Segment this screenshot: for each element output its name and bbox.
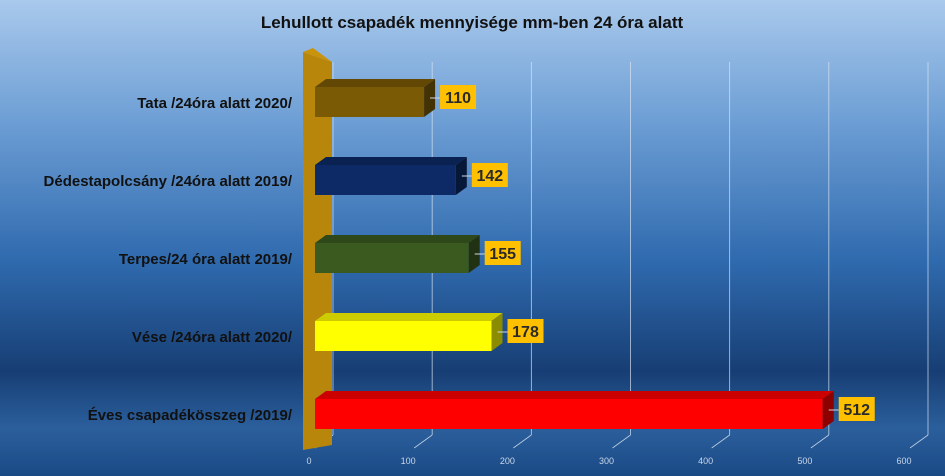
bar-top-face: [315, 391, 834, 399]
chart-title: Lehullott csapadék mennyisége mm-ben 24 …: [261, 13, 684, 32]
data-label: 155: [489, 246, 516, 263]
bar: [315, 313, 503, 351]
bar-front-face: [315, 87, 425, 117]
gridline-floor: [711, 434, 730, 449]
data-label-box: [440, 85, 477, 109]
data-label-box: [471, 163, 508, 187]
bars: [315, 79, 834, 429]
x-tick-label: 300: [599, 456, 614, 466]
category-label: Tata /24óra alatt 2020/: [137, 95, 293, 112]
x-tick-label: 500: [797, 456, 812, 466]
bar-front-face: [315, 399, 823, 429]
gridline-floor: [909, 434, 929, 449]
data-label: 178: [512, 324, 539, 341]
data-label: 512: [843, 402, 870, 419]
category-labels: Tata /24óra alatt 2020/Dédestapolcsány /…: [44, 95, 293, 424]
axis-wall-top: [303, 48, 332, 62]
gridline-floor: [513, 434, 532, 449]
x-tick-label: 400: [698, 456, 713, 466]
data-label-box: [507, 319, 544, 343]
x-tick-labels: 0 100 200 300 400 500 600: [306, 456, 911, 466]
bar: [315, 235, 480, 273]
bar-front-face: [315, 321, 492, 351]
bar-front-face: [315, 243, 469, 273]
bar-top-face: [315, 79, 436, 87]
bar-front-face: [315, 165, 456, 195]
data-label-box: [838, 397, 875, 421]
bar-side-face: [455, 157, 467, 195]
bar: [315, 79, 436, 117]
x-tick-label: 0: [306, 456, 311, 466]
category-label: Vése /24óra alatt 2020/: [132, 329, 293, 346]
bar-side-face: [468, 235, 480, 273]
category-label: Dédestapolcsány /24óra alatt 2019/: [44, 173, 293, 190]
gridline-floor: [612, 434, 631, 449]
x-tick-label: 600: [896, 456, 911, 466]
x-tick-label: 100: [401, 456, 416, 466]
bar-side-face: [424, 79, 436, 117]
data-label: 110: [445, 90, 471, 107]
category-label: Éves csapadékösszeg /2019/: [88, 407, 293, 424]
data-label: 142: [476, 168, 503, 185]
category-label: Terpes/24 óra alatt 2019/: [119, 251, 293, 268]
bar: [315, 157, 467, 195]
bar-side-face: [822, 391, 834, 429]
bar-top-face: [315, 313, 503, 321]
gridline-floor: [810, 434, 830, 449]
data-labels: 110 142 155 178 512: [430, 85, 875, 421]
bar-side-face: [491, 313, 503, 351]
bar-top-face: [315, 235, 480, 243]
bar-top-face: [315, 157, 467, 165]
bar: [315, 391, 834, 429]
x-tick-label: 200: [500, 456, 515, 466]
data-label-box: [484, 241, 521, 265]
gridline-floor: [413, 434, 433, 449]
